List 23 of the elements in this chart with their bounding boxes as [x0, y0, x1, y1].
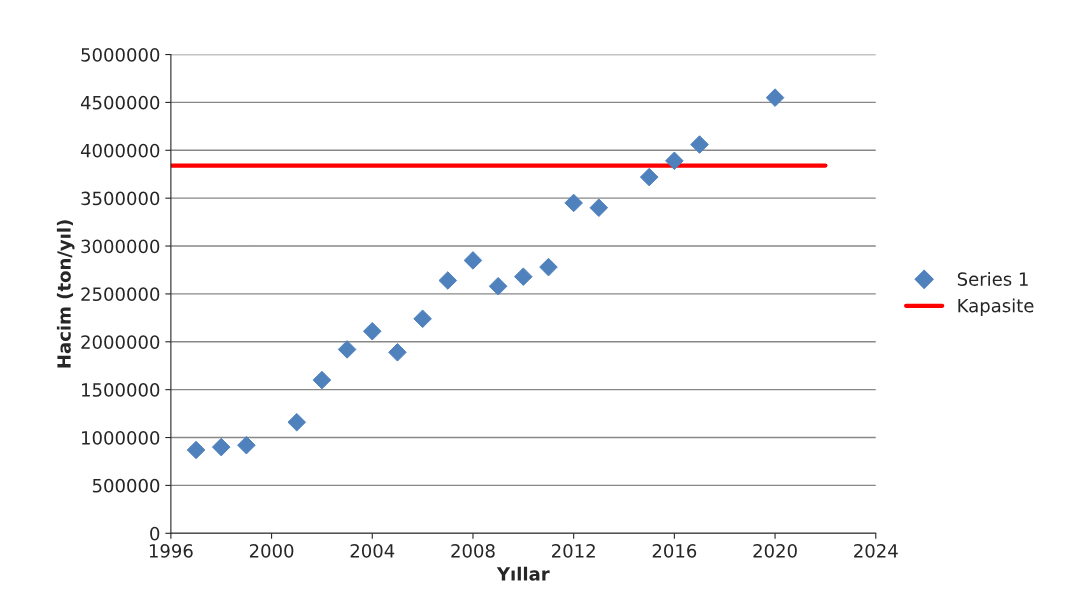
- y-tick-label: 2500000: [81, 287, 160, 302]
- y-tick-label: 0: [150, 526, 160, 541]
- x-tick-label: 2008: [451, 544, 495, 558]
- y-tick-label: 2000000: [81, 335, 160, 349]
- legend-label: Series 1: [957, 271, 1028, 286]
- y-tick-label: 3500000: [81, 191, 160, 206]
- y-tick-label: 3000000: [81, 239, 160, 254]
- y-tick-label: 4500000: [80, 95, 160, 110]
- y-tick-label: 1500000: [82, 383, 160, 397]
- x-tick-label: 2024: [854, 544, 898, 558]
- y-tick-label: 4000000: [80, 143, 160, 158]
- y-axis-title: Hacim (ton/yıl): [56, 220, 75, 368]
- y-tick-label: 1000000: [82, 430, 160, 445]
- x-tick-label: 2000: [249, 544, 294, 558]
- legend-label: Kapasite: [958, 298, 1034, 316]
- x-tick-label: 2012: [552, 544, 595, 558]
- x-axis-title: Yıllar: [496, 566, 550, 581]
- x-tick-label: 2004: [350, 544, 395, 558]
- x-tick-label: 2020: [753, 544, 797, 558]
- x-tick-label: 1996: [149, 544, 193, 558]
- y-tick-label: 5000000: [81, 48, 160, 62]
- y-tick-label: 500000: [92, 478, 160, 493]
- x-tick-label: 2016: [652, 544, 697, 558]
